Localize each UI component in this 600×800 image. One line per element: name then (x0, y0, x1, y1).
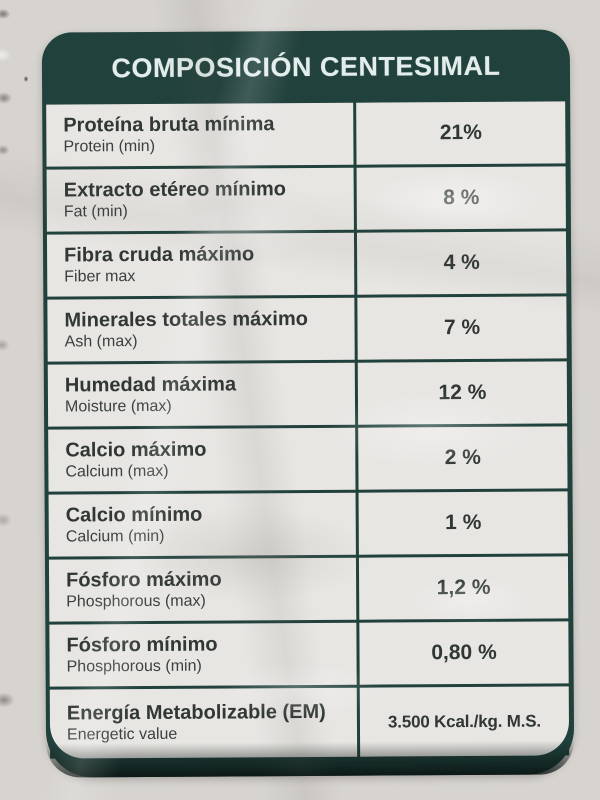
table-row-fat-name: Extracto etéreo mínimo Fat (min) (46, 167, 354, 232)
label-header: COMPOSICIÓN CENTESIMAL (42, 29, 570, 104)
nutrient-name-en: Protein (min) (63, 137, 156, 156)
nutrient-name-es: Energía Metabolizable (EM) (66, 701, 326, 725)
nutrient-name-en: Calcium (max) (65, 462, 169, 481)
nutrient-name-en: Ash (max) (64, 332, 138, 351)
nutrient-name-en: Calcium (min) (65, 527, 165, 546)
label-title: COMPOSICIÓN CENTESIMAL (111, 50, 501, 83)
bag-edge-texture (0, 0, 30, 800)
nutrient-name-en: Fiber max (64, 267, 136, 286)
table-row-energy-name: Energía Metabolizable (EM) Energetic val… (49, 687, 358, 759)
nutrient-name-es: Proteína bruta mínima (63, 112, 275, 137)
nutrient-name-en: Phosphorous (max) (66, 592, 206, 611)
table-row-phosphorus-min-value: 0,80 % (359, 621, 569, 685)
nutrient-name-es: Calcio máximo (65, 438, 207, 462)
table-row-phosphorus-max-name: Fósforo máximo Phosphorous (max) (48, 557, 357, 622)
nutrient-name-es: Fibra cruda máximo (64, 243, 255, 267)
table-row-fiber-value: 4 % (356, 231, 567, 295)
composition-table: Proteína bruta mínima Protein (min) 21% … (46, 101, 570, 759)
nutrition-label: COMPOSICIÓN CENTESIMAL Proteína bruta mí… (41, 29, 575, 778)
nutrient-name-es: Extracto etéreo mínimo (63, 177, 287, 202)
nutrient-name-en: Phosphorous (min) (66, 657, 202, 676)
nutrient-name-en: Energetic value (66, 726, 178, 744)
nutrient-name-es: Calcio mínimo (65, 503, 203, 527)
table-row-moisture-name: Humedad máxima Moisture (max) (47, 362, 356, 427)
nutrient-name-es: Minerales totales máximo (64, 307, 308, 332)
table-row-calcium-max-value: 2 % (358, 426, 568, 490)
nutrient-name-es: Fósforo mínimo (66, 633, 218, 657)
table-row-ash-value: 7 % (357, 296, 567, 360)
table-row-calcium-max-name: Calcio máximo Calcium (max) (48, 427, 356, 492)
nutrient-name-en: Moisture (max) (64, 397, 172, 416)
nutrient-name-en: Fat (min) (63, 202, 128, 221)
table-row-ash-name: Minerales totales máximo Ash (max) (47, 297, 355, 362)
nutrient-name-es: Fósforo máximo (66, 568, 222, 592)
table-row-calcium-min-name: Calcio mínimo Calcium (min) (48, 492, 356, 557)
table-row-protein-name: Proteína bruta mínima Protein (min) (46, 102, 354, 167)
table-row-fiber-name: Fibra cruda máximo Fiber max (46, 232, 355, 297)
table-row-phosphorus-max-value: 1,2 % (358, 556, 569, 620)
table-row-protein-value: 21% (356, 101, 566, 165)
table-row-calcium-min-value: 1 % (358, 491, 568, 555)
table-row-fat-value: 8 % (356, 166, 566, 230)
nutrient-name-es: Humedad máxima (64, 373, 237, 397)
table-row-moisture-value: 12 % (357, 361, 568, 425)
table-row-phosphorus-min-name: Fósforo mínimo Phosphorous (min) (49, 622, 357, 687)
table-row-energy-value: 3.500 Kcal./kg. M.S. (359, 686, 570, 757)
